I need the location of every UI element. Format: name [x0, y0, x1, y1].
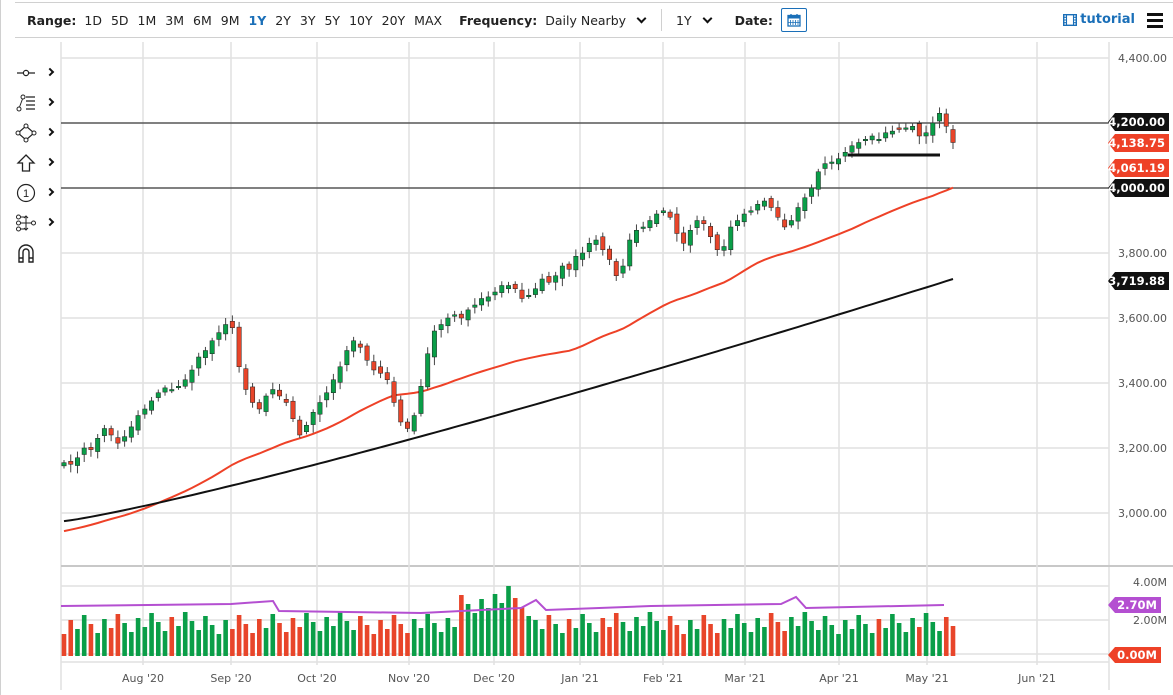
tool-arrow[interactable] [15, 148, 59, 178]
x-axis-label: Apr '21 [819, 672, 859, 685]
svg-text:2.70M: 2.70M [1117, 598, 1157, 612]
tool-fibonacci[interactable] [15, 88, 59, 118]
tool-line[interactable] [15, 58, 59, 88]
svg-text:4,000.00: 4,000.00 [1108, 181, 1165, 195]
magnet-icon [18, 244, 34, 263]
volume-bars [61, 586, 956, 656]
range-button-6m[interactable]: 6M [193, 12, 212, 28]
menu-button[interactable] [1147, 13, 1163, 31]
numbered-marker-tool-icon: 1 [16, 183, 36, 203]
hamburger-icon [1147, 13, 1163, 16]
x-axis-label: Aug '20 [122, 672, 164, 685]
candlesticks [61, 107, 956, 474]
x-axis-label: Dec '20 [473, 672, 515, 685]
shape-tool-icon [15, 123, 37, 143]
period-select[interactable]: 1Y [676, 12, 713, 28]
tool-shape[interactable] [15, 118, 59, 148]
frequency-value: Daily Nearby [545, 12, 627, 28]
svg-text:4,138.75: 4,138.75 [1108, 136, 1165, 150]
calendar-icon [787, 14, 801, 27]
tool-measure[interactable] [15, 208, 59, 238]
sma-200-line [63, 278, 954, 523]
volume-axis-label: 4.00M [1133, 576, 1167, 589]
chevron-right-icon [45, 217, 55, 227]
divider [661, 9, 663, 31]
sma-50-line [63, 186, 954, 533]
drawing-tools: 1 [15, 58, 59, 268]
x-axis-label: Sep '20 [210, 672, 251, 685]
y-axis-label: 4,400.00 [1118, 52, 1167, 65]
volume-average-line [60, 595, 945, 615]
price-tag: 3,719.88 [1108, 272, 1169, 290]
toolbar: Range: 1D 5D 1M 3M 6M 9M 1Y 2Y 3Y 5Y 10Y 20Y MAX Fre… [15, 2, 1173, 38]
arrow-up-tool-icon [16, 154, 36, 172]
volume-tag: 2.70M [1108, 597, 1161, 613]
range-buttons: 1D 5D 1M 3M 6M 9M 1Y 2Y 3Y 5Y 10Y 20Y MAX [84, 13, 451, 28]
tutorial-label: tutorial [1080, 12, 1135, 27]
range-button-1m[interactable]: 1M [137, 12, 157, 28]
x-axis-label: Mar '21 [724, 672, 765, 685]
film-icon [1063, 13, 1078, 26]
range-button-3m[interactable]: 3M [165, 12, 185, 28]
fibonacci-tool-icon [16, 94, 35, 112]
svg-text:3,719.88: 3,719.88 [1108, 274, 1165, 288]
volume-axis-label: 2.00M [1133, 614, 1167, 627]
frequency-select[interactable]: Daily Nearby [545, 12, 647, 28]
x-axis-label: Jun '21 [1017, 672, 1056, 685]
date-picker-button[interactable] [780, 8, 807, 32]
tutorial-link[interactable]: tutorial [1063, 12, 1135, 27]
range-button-1y[interactable]: 1Y [248, 12, 267, 28]
volume-tag: 0.00M [1108, 647, 1161, 663]
price-tag: 4,061.19 [1108, 159, 1169, 177]
x-axis-label: Oct '20 [297, 672, 337, 685]
range-button-5y[interactable]: 5Y [324, 12, 341, 28]
chevron-right-icon [45, 67, 55, 77]
svg-text:4,061.19: 4,061.19 [1108, 161, 1165, 175]
range-button-3y[interactable]: 3Y [299, 12, 316, 28]
svg-text:1: 1 [23, 188, 29, 200]
x-axis-label: May '21 [905, 672, 948, 685]
range-button-2y[interactable]: 2Y [275, 12, 291, 28]
line-tool-icon [17, 69, 35, 77]
chevron-right-icon [45, 127, 55, 137]
tool-numbered-marker[interactable]: 1 [15, 178, 59, 208]
x-axis-label: Feb '21 [643, 672, 683, 685]
chevron-right-icon [45, 187, 55, 197]
svg-text:4,200.00: 4,200.00 [1108, 115, 1165, 129]
date-label: Date: [734, 12, 773, 28]
period-value: 1Y [676, 12, 692, 28]
y-axis-label: 3,400.00 [1118, 377, 1167, 390]
y-axis-label: 3,200.00 [1118, 442, 1167, 455]
x-axis-label: Jan '21 [560, 672, 598, 685]
range-label: Range: [27, 12, 77, 28]
price-tag: 4,200.00 [1108, 113, 1169, 131]
chevron-right-icon [45, 97, 55, 107]
measure-tool-icon [16, 214, 36, 232]
range-button-1d[interactable]: 1D [84, 12, 102, 28]
y-axis-label: 3,800.00 [1118, 247, 1167, 260]
range-button-10y[interactable]: 10Y [349, 12, 373, 28]
chevron-right-icon [45, 157, 55, 167]
range-button-max[interactable]: MAX [414, 12, 443, 28]
range-button-9m[interactable]: 9M [220, 12, 240, 28]
tool-magnet[interactable] [15, 238, 59, 268]
y-axis-label: 3,600.00 [1118, 312, 1167, 325]
y-axis-label: 3,000.00 [1118, 507, 1167, 520]
price-tag: 4,138.75 [1108, 134, 1169, 152]
svg-text:0.00M: 0.00M [1117, 648, 1157, 662]
range-button-20y[interactable]: 20Y [381, 12, 406, 28]
price-tag: 4,000.00 [1108, 179, 1169, 197]
x-axis-label: Nov '20 [388, 672, 430, 685]
frequency-label: Frequency: [459, 12, 538, 28]
range-button-5d[interactable]: 5D [110, 12, 129, 28]
